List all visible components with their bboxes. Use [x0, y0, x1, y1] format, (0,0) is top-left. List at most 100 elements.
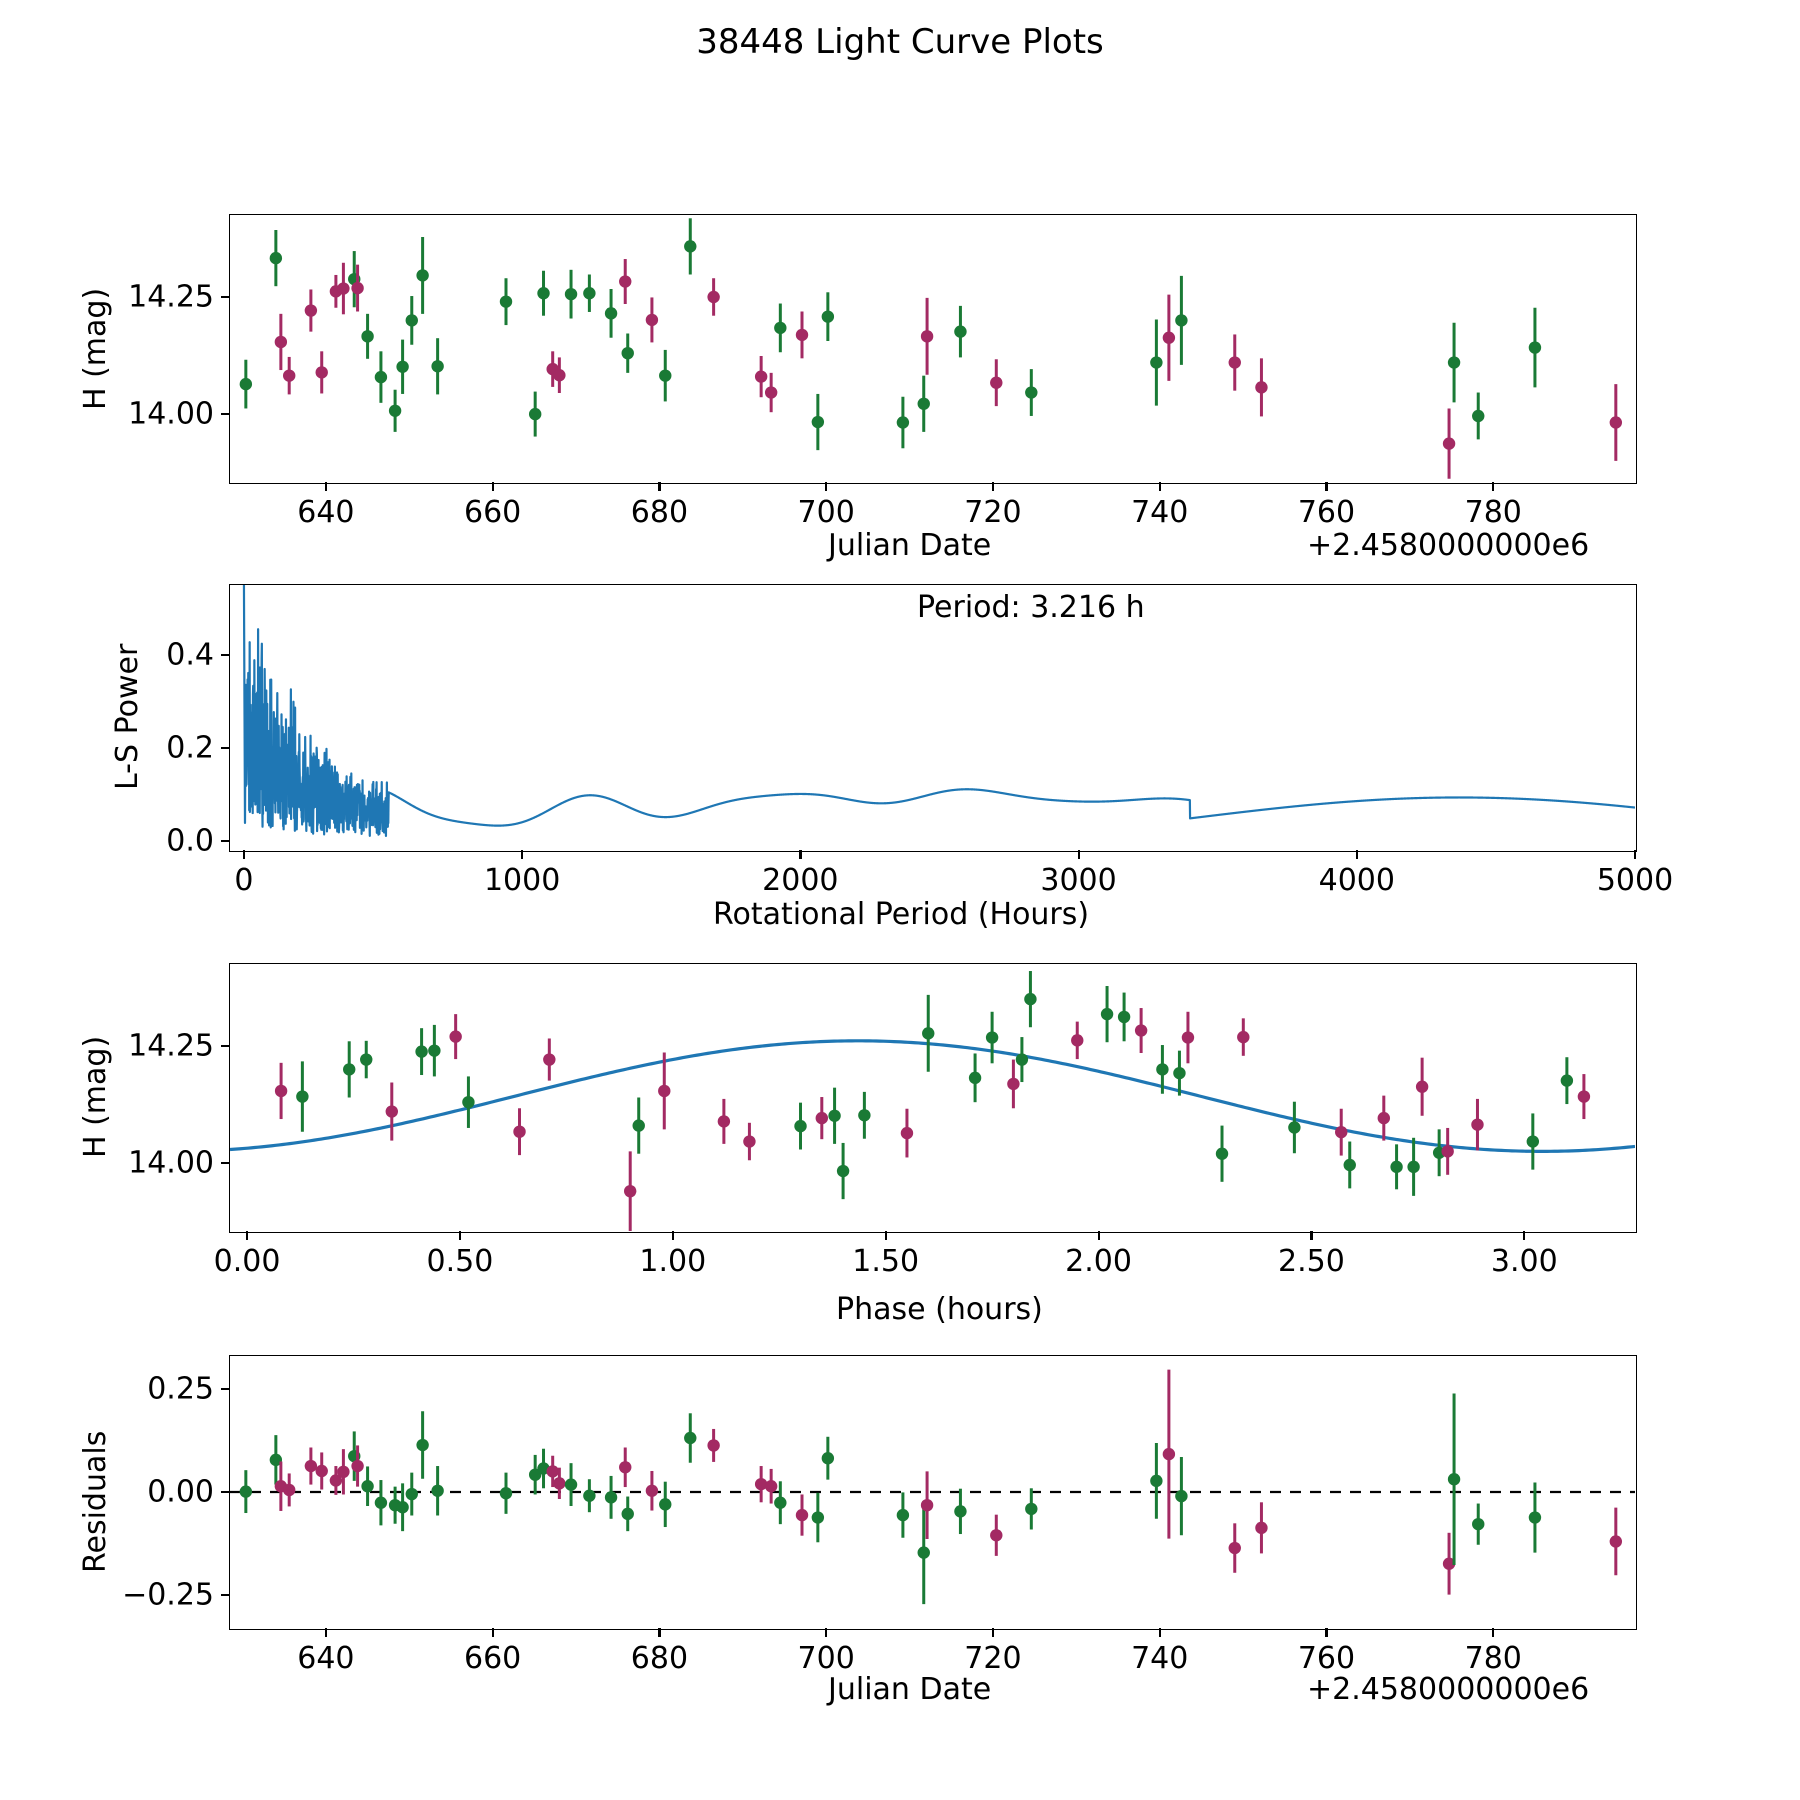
periodogram-panel [229, 584, 1637, 852]
data-point [416, 1411, 429, 1479]
x-tick-label: 700 [797, 1641, 855, 1676]
periodogram-xlabel: Rotational Period (Hours) [713, 897, 1090, 932]
data-point [1526, 1113, 1540, 1170]
data-point [1255, 358, 1268, 417]
data-point [304, 289, 318, 332]
y-tick-mark [221, 295, 230, 299]
x-tick-mark [991, 1628, 995, 1637]
data-point [1228, 1523, 1241, 1573]
y-tick-mark [221, 839, 230, 842]
data-point [1100, 986, 1114, 1043]
data-point [764, 1468, 778, 1504]
data-point [954, 1488, 967, 1535]
data-point [1447, 1393, 1461, 1565]
data-point [499, 278, 513, 326]
y-tick-label: 14.25 [128, 279, 214, 315]
data-point [1156, 1045, 1169, 1094]
residuals-xlabel: Julian Date [828, 1672, 992, 1707]
x-tick-label: 740 [1131, 1641, 1189, 1676]
data-point [645, 297, 659, 343]
data-point [374, 351, 388, 403]
y-tick-label: 14.00 [128, 396, 214, 432]
data-point [828, 1087, 841, 1144]
x-tick-label: 1.00 [639, 1244, 707, 1279]
x-tick-mark [1310, 1231, 1313, 1240]
data-point [990, 359, 1003, 407]
data-point [385, 1082, 398, 1141]
data-point [604, 289, 618, 338]
data-point [1447, 322, 1461, 403]
data-point [836, 1142, 850, 1200]
data-point [645, 1470, 659, 1511]
x-tick-label: 0.50 [426, 1244, 494, 1279]
data-point [707, 278, 720, 316]
x-tick-mark [1492, 482, 1495, 491]
data-point [811, 1492, 825, 1543]
y-tick-mark [221, 746, 230, 749]
data-point [1407, 1137, 1420, 1196]
data-point [794, 1102, 807, 1150]
data-point [619, 1447, 632, 1488]
residuals-panel [229, 1355, 1637, 1630]
data-point [431, 338, 444, 395]
data-point [1025, 369, 1038, 416]
figure-title: 38448 Light Curve Plots [696, 22, 1104, 62]
data-point [337, 1449, 350, 1495]
data-point [1441, 1127, 1454, 1175]
data-point [1071, 1021, 1084, 1060]
data-point [1024, 971, 1037, 1028]
x-tick-label: 700 [797, 495, 855, 530]
data-point [754, 1466, 768, 1503]
data-point [361, 1466, 374, 1507]
data-point [283, 356, 296, 395]
y-tick-mark [221, 1044, 230, 1048]
x-tick-label: 640 [297, 495, 355, 530]
y-tick-mark [221, 1162, 230, 1165]
x-tick-mark [1158, 1628, 1161, 1637]
x-tick-label: 780 [1464, 495, 1522, 530]
y-tick-mark [221, 413, 230, 416]
data-point [917, 375, 930, 432]
residuals-ylabel: Residuals [78, 1430, 113, 1573]
light-curve-xlabel: Julian Date [828, 528, 992, 563]
x-tick-mark [1158, 482, 1161, 491]
periodogram-ylabel: L-S Power [110, 643, 145, 790]
data-point [774, 303, 787, 353]
data-point [361, 313, 374, 359]
data-point [564, 269, 578, 319]
data-point [396, 339, 409, 394]
data-point [405, 1472, 418, 1516]
data-point [1471, 1098, 1484, 1151]
data-point [621, 1496, 634, 1532]
x-tick-mark [1325, 482, 1328, 491]
x-tick-label: 740 [1131, 495, 1189, 530]
x-tick-mark [825, 482, 828, 491]
period-annotation: Period: 3.216 h [917, 590, 1145, 625]
data-point [431, 1466, 444, 1516]
data-point [388, 389, 402, 432]
data-point [1609, 384, 1623, 461]
data-point [815, 1097, 829, 1140]
data-point [896, 396, 910, 449]
data-point [811, 393, 825, 451]
data-point [920, 297, 934, 375]
data-point [1150, 319, 1163, 406]
data-point [1181, 1011, 1195, 1064]
y-tick-mark [221, 1491, 230, 1494]
phase-folded-xlabel: Phase (hours) [836, 1292, 1043, 1327]
data-point [315, 1452, 328, 1490]
x-tick-label: 3.00 [1490, 1244, 1558, 1279]
y-tick-label: 0.2 [166, 730, 214, 766]
data-point [1528, 1482, 1542, 1553]
x-tick-mark [671, 1231, 674, 1240]
x-tick-mark [1097, 1231, 1100, 1240]
x-tick-mark [991, 482, 995, 491]
data-point [821, 292, 835, 342]
data-point [858, 1091, 871, 1139]
x-tick-mark [324, 1628, 328, 1637]
x-tick-mark [458, 1231, 462, 1240]
light-curve-ylabel: H (mag) [78, 287, 113, 410]
x-tick-mark [324, 482, 328, 491]
data-point [1577, 1074, 1591, 1120]
